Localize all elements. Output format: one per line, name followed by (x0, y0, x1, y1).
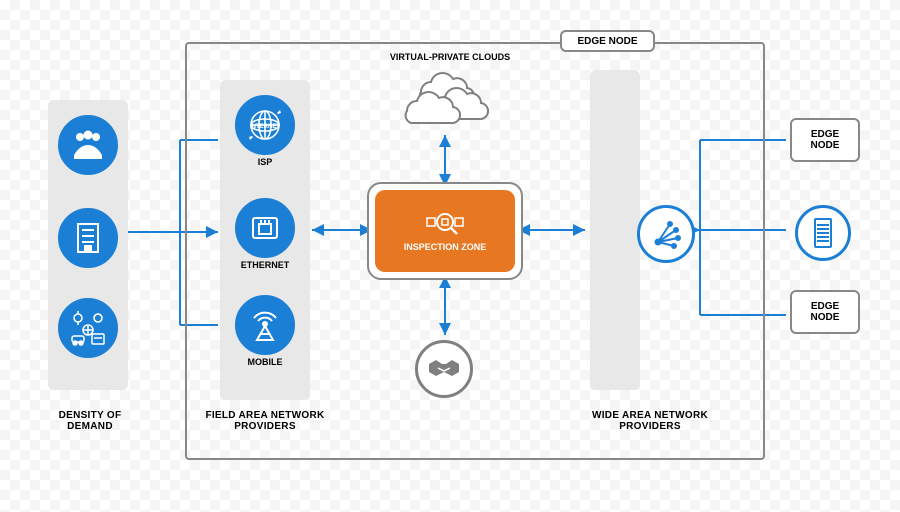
density-label-text: DENSITY OF DEMAND (59, 410, 122, 432)
wan-panel (590, 70, 640, 390)
edge-node-label-text: EDGE NODE (577, 36, 637, 47)
inspection-label: INSPECTION ZONE (404, 242, 487, 252)
vpc-label-text: VIRTUAL-PRIVATE CLOUDS (390, 52, 510, 62)
cloud-icon (395, 70, 495, 130)
ethernet-icon-label: ETHERNET (220, 260, 310, 270)
wan-label-text: WIDE AREA NETWORK PROVIDERS (592, 410, 708, 432)
building-icon (58, 208, 118, 268)
handshake-icon (415, 340, 473, 398)
svg-text:INTERNET: INTERNET (250, 124, 280, 130)
edge-node-box: EDGE NODE (790, 290, 860, 334)
inspection-zone: INSPECTION ZONE (375, 190, 515, 272)
fanp-label-text: FIELD AREA NETWORK PROVIDERS (205, 410, 324, 432)
fanp-label: FIELD AREA NETWORK PROVIDERS (200, 410, 330, 432)
vpc-label: VIRTUAL-PRIVATE CLOUDS (370, 52, 530, 62)
iot-icon (58, 298, 118, 358)
globe-icon: INTERNET (235, 95, 295, 155)
edge-node-box: EDGE NODE (790, 118, 860, 162)
density-label: DENSITY OF DEMAND (35, 410, 145, 432)
network-icon (637, 205, 695, 263)
people-icon (58, 115, 118, 175)
mobile-tower-icon (235, 295, 295, 355)
server-icon (795, 205, 851, 261)
magnifier-icon (425, 210, 465, 238)
mobile-tower-icon-label: MOBILE (220, 357, 310, 367)
globe-icon-label: ISP (220, 157, 310, 167)
edge-node-frame-label: EDGE NODE (560, 30, 655, 52)
wan-label: WIDE AREA NETWORK PROVIDERS (580, 410, 720, 432)
ethernet-icon (235, 198, 295, 258)
